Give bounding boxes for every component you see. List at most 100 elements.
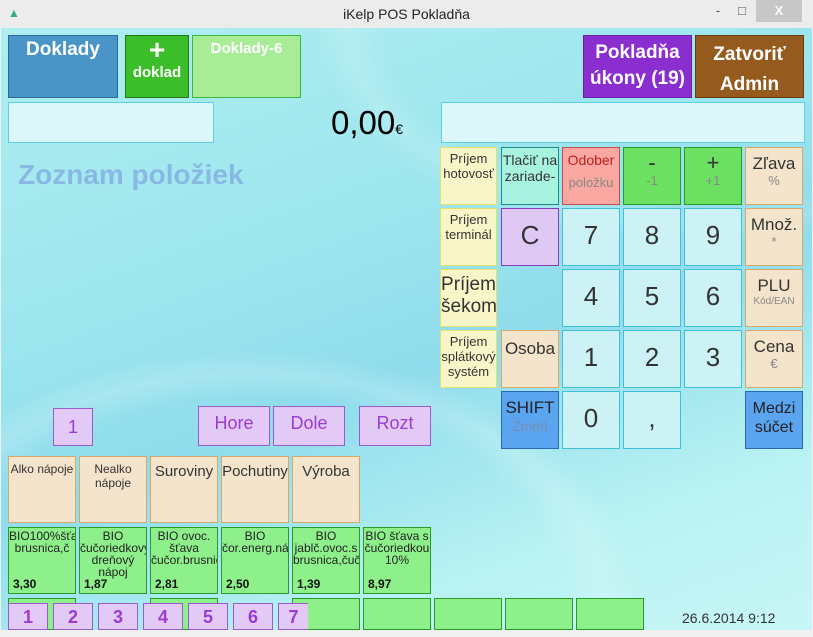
subtotal-button[interactable]: Medzi súčet xyxy=(745,391,803,449)
product-name: BIO jablč.ovoc.s brusnica,čuč xyxy=(293,529,360,567)
scroll-down-button[interactable]: Dole xyxy=(273,406,345,446)
product-tile[interactable] xyxy=(434,598,502,630)
category-tile[interactable]: Alko nápoje xyxy=(8,456,76,523)
new-document-button[interactable]: + doklad xyxy=(125,35,189,98)
category-tile[interactable]: Nealko nápoje xyxy=(79,456,147,523)
label: Množ. xyxy=(750,215,798,234)
maximize-button[interactable]: □ xyxy=(738,3,746,18)
product-tile[interactable]: BIO ovoc. šťava čučor.brusnic 2,81 xyxy=(150,527,218,594)
label: % xyxy=(768,172,780,188)
product-tile[interactable] xyxy=(363,598,431,630)
product-tile[interactable]: BIO jablč.ovoc.s brusnica,čuč 1,39 xyxy=(292,527,360,594)
product-name: BIO šťava s čučoriedkou 10% xyxy=(364,529,430,567)
label: +1 xyxy=(705,173,721,188)
page-indicator[interactable]: 1 xyxy=(53,408,93,446)
installment-payment-button[interactable]: Príjem splátkový systém xyxy=(440,330,497,388)
digit-7-button[interactable]: 7 xyxy=(562,208,620,266)
product-tile[interactable]: BIO šťava s čučoriedkou 10% 8,97 xyxy=(363,527,431,594)
product-tile[interactable] xyxy=(576,598,644,630)
label: Cena xyxy=(753,337,795,356)
digit-4-button[interactable]: 4 xyxy=(562,269,620,327)
page-button-3[interactable]: 3 xyxy=(98,603,138,630)
label: PLU xyxy=(757,276,791,295)
page-button-6[interactable]: 6 xyxy=(233,603,273,630)
label: -1 xyxy=(646,173,658,188)
minimize-button[interactable]: - xyxy=(715,3,721,18)
person-button[interactable]: Osoba xyxy=(501,330,559,388)
document-tab-doklady-6[interactable]: Doklady-6 xyxy=(192,35,301,98)
digit-2-button[interactable]: 2 xyxy=(623,330,681,388)
label: Odober xyxy=(567,152,615,168)
digit-5-button[interactable]: 5 xyxy=(623,269,681,327)
close-admin-button[interactable]: Zatvoriť Admin xyxy=(695,35,804,98)
product-tile[interactable] xyxy=(505,598,573,630)
category-tile[interactable]: Pochutiny xyxy=(221,456,289,523)
product-price: 1,87 xyxy=(84,577,108,591)
item-list-title: Zoznam položiek xyxy=(18,159,244,190)
product-tile[interactable]: BIO čor.energ.ná 2,50 xyxy=(221,527,289,594)
product-name: BIO čor.energ.ná xyxy=(222,529,289,555)
label: Zmeň xyxy=(512,417,548,434)
category-tile[interactable]: Suroviny xyxy=(150,456,218,523)
product-price: 1,39 xyxy=(297,577,321,591)
label: Kód/EAN xyxy=(753,295,795,307)
pokladna-ukony-button[interactable]: Pokladňa úkony (19) xyxy=(583,35,692,98)
price-button[interactable]: Cena € xyxy=(745,330,803,388)
label: - xyxy=(648,150,656,175)
comma-button[interactable]: , xyxy=(623,391,681,449)
terminal-payment-button[interactable]: Príjem terminál xyxy=(440,208,497,266)
label: SHIFT xyxy=(505,398,555,417)
quantity-button[interactable]: Množ. * xyxy=(745,208,803,266)
label: + xyxy=(706,150,720,175)
label: * xyxy=(771,233,777,249)
doklady-button[interactable]: Doklady xyxy=(8,35,118,98)
product-tile[interactable]: BIO čučoriedkový dreňový nápoj 1,87 xyxy=(79,527,147,594)
datetime: 26.6.2014 9:12 xyxy=(682,610,776,626)
shift-button[interactable]: SHIFT Zmeň xyxy=(501,391,559,449)
digit-9-button[interactable]: 9 xyxy=(684,208,742,266)
cash-payment-button[interactable]: Príjem hotovosť xyxy=(440,147,497,205)
currency: € xyxy=(395,121,404,137)
scroll-up-button[interactable]: Hore xyxy=(198,406,270,446)
page-button-7[interactable]: 7 xyxy=(278,603,308,630)
minus-one-button[interactable]: - -1 xyxy=(623,147,681,205)
product-price: 2,50 xyxy=(226,577,250,591)
label: úkony (19) xyxy=(589,68,686,89)
expand-button[interactable]: Rozt xyxy=(359,406,431,446)
category-tile[interactable]: Výroba xyxy=(292,456,360,523)
close-button[interactable]: X xyxy=(756,0,802,22)
digit-3-button[interactable]: 3 xyxy=(684,330,742,388)
label: položku xyxy=(568,175,614,191)
page-button-4[interactable]: 4 xyxy=(143,603,183,630)
digit-0-button[interactable]: 0 xyxy=(562,391,620,449)
digit-8-button[interactable]: 8 xyxy=(623,208,681,266)
remove-item-button[interactable]: Odober položku xyxy=(562,147,620,205)
window-title: iKelp POS Pokladňa xyxy=(343,6,470,22)
label: Admin xyxy=(719,74,780,95)
plu-button[interactable]: PLU Kód/EAN xyxy=(745,269,803,327)
product-price: 2,81 xyxy=(155,577,179,591)
digit-1-button[interactable]: 1 xyxy=(562,330,620,388)
app-icon: ▲ xyxy=(8,6,20,20)
total-amount: 0,00€ xyxy=(331,104,404,141)
product-name: BIO100%šťava brusnica,č xyxy=(9,529,75,555)
label: Zľava xyxy=(752,154,796,173)
label: Zatvoriť xyxy=(713,44,786,65)
check-payment-button[interactable]: Príjem šekom xyxy=(440,269,497,327)
new-document-label: doklad xyxy=(132,64,182,81)
discount-button[interactable]: Zľava% xyxy=(745,147,803,205)
print-button[interactable]: Tlačiť na zariade- xyxy=(501,147,559,205)
page-button-5[interactable]: 5 xyxy=(188,603,228,630)
page-button-2[interactable]: 2 xyxy=(53,603,93,630)
page-button-1[interactable]: 1 xyxy=(8,603,48,630)
product-name: BIO čučoriedkový dreňový nápoj xyxy=(80,529,147,579)
product-tile[interactable]: BIO100%šťava brusnica,č 3,30 xyxy=(8,527,76,594)
pos-main: Doklady + doklad Doklady-6 Pokladňa úkony … xyxy=(1,28,812,630)
digit-6-button[interactable]: 6 xyxy=(684,269,742,327)
barcode-input[interactable] xyxy=(8,102,214,143)
info-display xyxy=(441,102,805,143)
plus-icon: + xyxy=(148,35,166,65)
clear-button[interactable]: C xyxy=(501,208,559,266)
product-price: 3,30 xyxy=(13,577,37,591)
plus-one-button[interactable]: + +1 xyxy=(684,147,742,205)
